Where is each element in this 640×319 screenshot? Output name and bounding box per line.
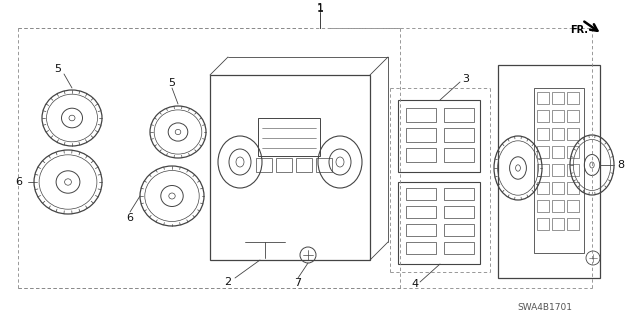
Bar [444,188,474,200]
Bar [406,128,436,142]
Bar [444,242,474,254]
Bar [256,158,272,172]
Text: 2: 2 [225,277,232,287]
Bar [444,206,474,218]
Bar [258,118,320,156]
Text: 6: 6 [15,177,22,187]
Bar [552,92,564,104]
Bar [534,88,584,253]
Text: 3: 3 [463,74,470,84]
Bar [276,158,292,172]
Bar [444,148,474,162]
Bar [406,148,436,162]
Text: 1: 1 [317,4,323,14]
Bar [537,200,549,212]
Bar [567,146,579,158]
Bar [406,108,436,122]
Text: 5: 5 [54,64,61,74]
Bar [316,158,332,172]
Bar [537,182,549,194]
Bar [210,75,370,260]
Bar [398,100,480,172]
Bar [444,128,474,142]
Bar [406,206,436,218]
Bar [498,65,600,278]
Bar [406,242,436,254]
Text: 8: 8 [617,160,624,170]
Text: 7: 7 [294,278,301,288]
Bar [444,224,474,236]
Bar [567,200,579,212]
Bar [567,218,579,230]
Bar [406,224,436,236]
Text: FR.: FR. [570,25,588,35]
Bar [567,110,579,122]
Bar [537,128,549,140]
Bar [398,182,480,264]
Text: 6: 6 [127,213,134,223]
Bar [567,182,579,194]
Text: 5: 5 [168,78,175,88]
Bar [537,218,549,230]
Bar [552,182,564,194]
Bar [567,92,579,104]
Bar [567,164,579,176]
Bar [537,164,549,176]
Bar [537,146,549,158]
Bar [444,108,474,122]
Bar [296,158,312,172]
Bar [537,110,549,122]
Bar [552,218,564,230]
Bar [552,200,564,212]
Bar [406,188,436,200]
Bar [537,92,549,104]
Bar [567,128,579,140]
Text: 1: 1 [317,3,323,13]
Bar [552,128,564,140]
Bar [552,164,564,176]
Bar [552,146,564,158]
Text: SWA4B1701: SWA4B1701 [518,303,573,313]
Bar [552,110,564,122]
Text: 4: 4 [412,279,419,289]
